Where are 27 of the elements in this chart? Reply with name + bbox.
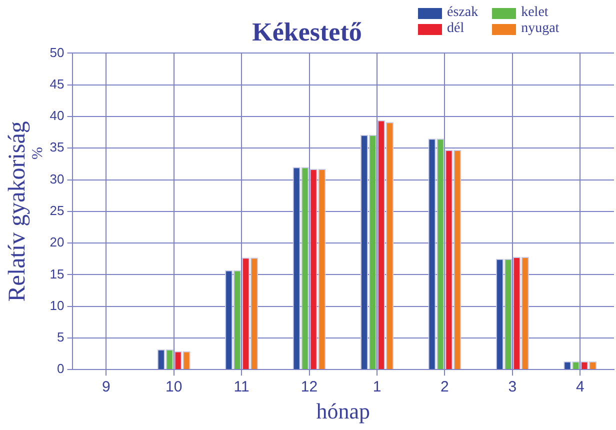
x-axis-title: hónap: [316, 398, 370, 424]
x-tick-label: 12: [300, 378, 318, 396]
legend-label: kelet: [521, 5, 548, 20]
legend-label: észak: [447, 5, 478, 20]
x-tick-label: 9: [102, 378, 110, 396]
text: %: [30, 146, 46, 160]
y-tick-label: 45: [50, 76, 64, 92]
y-tick-label: 25: [50, 202, 64, 218]
y-axis-title: Relatív gyakoriság: [4, 121, 31, 302]
y-tick-label: 40: [50, 108, 64, 124]
chart-title: Kékestető: [252, 17, 362, 46]
x-tick-label: 3: [508, 378, 517, 396]
x-tick-label: 4: [576, 378, 584, 396]
x-tick-label: 2: [440, 378, 449, 396]
y-tick-label: 5: [57, 330, 64, 345]
legend-label: nyugat: [521, 21, 560, 36]
y-tick-label: 10: [50, 298, 64, 313]
y-tick-label: 35: [50, 140, 64, 155]
y-tick-label: 30: [50, 171, 64, 186]
y-tick-label: 50: [50, 44, 64, 60]
x-tick-label: 1: [372, 378, 382, 396]
y-tick-label: 0: [57, 361, 64, 376]
y-tick-label: 15: [50, 266, 64, 282]
y-tick-label: 20: [50, 234, 64, 250]
legend-label: dél: [447, 21, 464, 36]
x-tick-label: 10: [165, 378, 182, 396]
x-tick-label: 11: [234, 378, 250, 396]
